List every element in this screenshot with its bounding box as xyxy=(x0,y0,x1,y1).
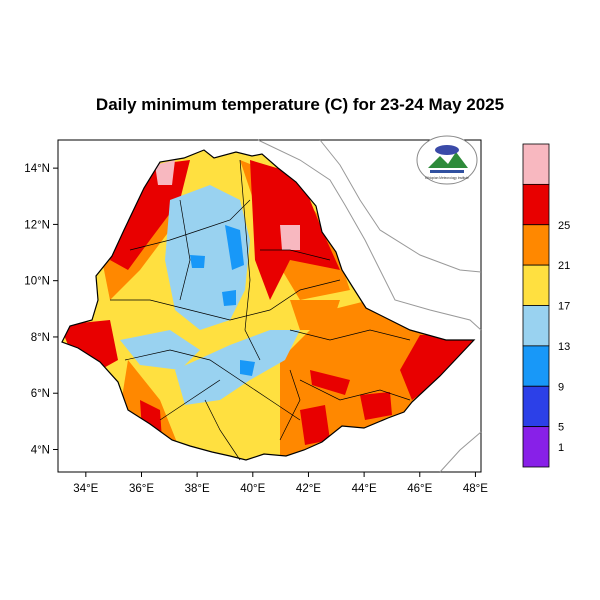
x-tick-label: 40°E xyxy=(240,483,265,495)
logo-text: Ethiopian Meteorology Institute xyxy=(425,176,469,180)
colorbar-bin xyxy=(522,224,550,266)
y-axis: 4°N 6°N 8°N 10°N 12°N 14°N xyxy=(24,163,58,456)
colorbar-label: 17 xyxy=(558,301,570,313)
x-tick-label: 42°E xyxy=(296,483,321,495)
colorbar-label: 9 xyxy=(558,381,564,393)
y-tick-label: 12°N xyxy=(24,219,50,231)
colorbar-bin xyxy=(522,143,550,185)
colorbar-label: 13 xyxy=(558,341,570,353)
admin-boundaries xyxy=(110,159,411,461)
colorbar-bin xyxy=(522,426,550,468)
map-title: Daily minimum temperature (C) for 23-24 … xyxy=(95,95,505,114)
x-tick-label: 36°E xyxy=(129,483,154,495)
colorbar-bin xyxy=(522,305,550,347)
y-tick-label: 4°N xyxy=(31,444,50,456)
x-tick-label: 38°E xyxy=(185,483,210,495)
colorbar-label: 25 xyxy=(558,220,570,232)
y-tick-label: 6°N xyxy=(31,388,50,400)
x-axis: 34°E 36°E 38°E 40°E 42°E 44°E 46°E 48°E xyxy=(73,472,488,495)
colorbar-bin xyxy=(522,385,550,428)
mountain-icon xyxy=(428,152,468,168)
colorbar-label: 1 xyxy=(558,442,564,454)
colorbar: 25 21 17 13 9 5 1 xyxy=(522,143,570,468)
colorbar-label: 21 xyxy=(558,260,570,272)
y-tick-label: 8°N xyxy=(31,332,50,344)
cloud-icon xyxy=(435,145,459,155)
colorbar-bin xyxy=(522,264,550,306)
x-tick-label: 44°E xyxy=(352,483,377,495)
y-tick-label: 10°N xyxy=(24,276,50,288)
y-tick-label: 14°N xyxy=(24,163,50,175)
colorbar-label: 5 xyxy=(558,422,564,434)
neighbour-borders xyxy=(257,139,482,473)
x-tick-label: 48°E xyxy=(463,483,488,495)
x-tick-label: 34°E xyxy=(73,483,98,495)
colorbar-bin xyxy=(522,345,550,387)
x-tick-label: 46°E xyxy=(407,483,432,495)
institute-logo: Ethiopian Meteorology Institute xyxy=(416,135,478,185)
colorbar-bin xyxy=(522,183,550,226)
